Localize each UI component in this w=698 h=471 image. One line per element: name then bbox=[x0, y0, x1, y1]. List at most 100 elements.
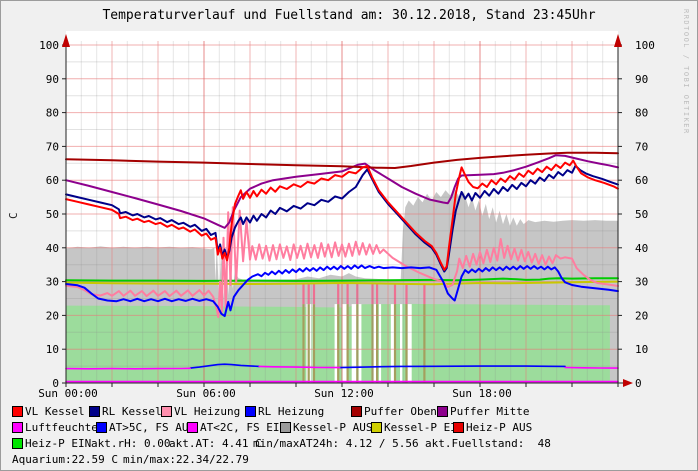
legend-label-kessel-p-ein: Kessel-P EIN bbox=[384, 421, 464, 434]
legend-label-rl-heizung: RL Heizung bbox=[258, 405, 325, 418]
legend-swatch-vl-heizung bbox=[161, 406, 172, 417]
legend-label-rl-kessel: RL Kessel bbox=[102, 405, 162, 418]
series-vl_heizung bbox=[65, 206, 619, 319]
area-gap bbox=[407, 304, 412, 383]
bar-heiz_p_aus bbox=[371, 283, 374, 305]
legend-swatch-puffer-oben bbox=[351, 406, 362, 417]
legend-swatch-heiz-p-aus bbox=[453, 422, 464, 433]
axis-labels: 0 0 10 10 20 20 30 30 40 40 50 50 60 60 70 70 80 80 90 90 10… bbox=[38, 39, 655, 400]
legend-label-akt-at-4-41-c: akt.AT: 4.41 C bbox=[169, 437, 262, 450]
legend-label-akt-rh-0-00: akt.rH: 0.00 bbox=[91, 437, 171, 450]
series-vl_kessel bbox=[65, 159, 619, 271]
bar-heiz_p_aus bbox=[337, 283, 340, 305]
legend-label-puffer-oben: Puffer Oben bbox=[364, 405, 437, 418]
x-tick-label: Sun 06:00 bbox=[176, 387, 236, 400]
legend-swatch-kessel-p-ein bbox=[371, 422, 382, 433]
legend-label-aquarium-22-59-c: Aquarium:22.59 C bbox=[12, 453, 118, 466]
legend-label-at-2c-fs-ein: AT<2C, FS EIN bbox=[200, 421, 287, 434]
y-tick-label-right: 30 bbox=[635, 276, 648, 289]
area-gap bbox=[400, 304, 403, 383]
y-tick-label-left: 0 bbox=[52, 377, 59, 390]
y-tick-label-right: 0 bbox=[635, 377, 642, 390]
area-gap bbox=[342, 304, 347, 383]
bar-heiz_p_aus bbox=[312, 283, 316, 305]
legend-swatch-heiz-p-ein bbox=[12, 438, 23, 449]
legend-swatch-at-5c-fs-aus bbox=[96, 422, 107, 433]
legend-label-luftfeuchte: Luftfeuchte bbox=[25, 421, 98, 434]
y-tick-label-right: 100 bbox=[635, 39, 655, 52]
bar-heiz_p_aus bbox=[307, 304, 310, 383]
y-tick-label-right: 20 bbox=[635, 309, 648, 322]
area-gap bbox=[390, 304, 395, 383]
y-tick-label-left: 10 bbox=[46, 343, 59, 356]
bar-heiz_p_aus bbox=[423, 304, 426, 383]
y-tick-label-right: 80 bbox=[635, 107, 648, 120]
y-tick-label-right: 40 bbox=[635, 242, 648, 255]
legend-swatch-at-2c-fs-ein bbox=[187, 422, 198, 433]
series-at_blue_fs_aus bbox=[338, 365, 566, 369]
x-tick-label: Sun 00:00 bbox=[38, 387, 98, 400]
legend-label-vl-kessel: VL Kessel bbox=[25, 405, 85, 418]
legend-label-akt-fuellstand-48: akt.Fuellstand: 48 bbox=[425, 437, 551, 450]
axis-arrows bbox=[62, 34, 633, 387]
series-rl_heizung bbox=[65, 264, 619, 318]
y-tick-label-left: 80 bbox=[46, 107, 59, 120]
area-gap bbox=[334, 304, 338, 383]
y-tick-label-left: 100 bbox=[39, 39, 59, 52]
bar-heiz_p_aus bbox=[346, 283, 349, 305]
area-gap bbox=[351, 304, 358, 383]
series-at_magenta_fs_ein bbox=[564, 366, 619, 369]
area-gap bbox=[358, 304, 362, 383]
bar-heiz_p_aus bbox=[376, 304, 379, 383]
area-gap bbox=[372, 304, 378, 383]
y-tick-label-left: 60 bbox=[46, 174, 59, 187]
legend-label-min-maxat24h-4-12-5-56: min/maxAT24h: 4.12 / 5.56 bbox=[253, 437, 419, 450]
series-heiz_p_ein_line bbox=[65, 277, 619, 282]
series-kessel_p_ein_line bbox=[65, 280, 619, 286]
grid bbox=[66, 41, 618, 383]
legend-label-kessel-p-aus: Kessel-P AUS bbox=[293, 421, 373, 434]
y-tick-label-right: 70 bbox=[635, 140, 648, 153]
bar-heiz_p_aus bbox=[376, 283, 379, 305]
bar-heiz_p_aus bbox=[371, 304, 374, 383]
x-tick-label: Sun 18:00 bbox=[452, 387, 512, 400]
y-tick-label-right: 90 bbox=[635, 73, 648, 86]
series-at_magenta_fs_ein bbox=[258, 365, 341, 369]
bar-heiz_p_aus bbox=[337, 304, 340, 383]
series-lines bbox=[65, 151, 619, 383]
series-at_blue_fs_aus bbox=[189, 363, 261, 369]
y-tick-label-left: 70 bbox=[46, 140, 59, 153]
legend-label-min-max-22-34-22-79: min/max:22.34/22.79 bbox=[123, 453, 249, 466]
bar-heiz_p_aus bbox=[312, 304, 316, 383]
bar-heiz_p_aus bbox=[423, 283, 426, 305]
legend-swatch-vl-kessel bbox=[12, 406, 23, 417]
bar-heiz_p_aus bbox=[393, 283, 397, 305]
series-rl_kessel bbox=[65, 164, 619, 273]
y-tick-label-right: 50 bbox=[635, 208, 648, 221]
legend-label-at-5c-fs-aus: AT>5C, FS AUS bbox=[109, 421, 196, 434]
series-at_magenta_fs_ein bbox=[65, 367, 191, 370]
legend-swatch-luftfeuchte bbox=[12, 422, 23, 433]
legend-label-puffer-mitte: Puffer Mitte bbox=[450, 405, 530, 418]
y-tick-label-left: 50 bbox=[46, 208, 59, 221]
y-tick-label-left: 90 bbox=[46, 73, 59, 86]
legend-swatch-rl-kessel bbox=[89, 406, 100, 417]
series-puffer_oben bbox=[65, 151, 619, 169]
bar-heiz_p_aus bbox=[302, 283, 305, 305]
legend-label-heiz-p-aus: Heiz-P AUS bbox=[466, 421, 533, 434]
y-tick-label-right: 10 bbox=[635, 343, 648, 356]
bar-heiz_p_aus bbox=[393, 304, 397, 383]
axes bbox=[62, 41, 625, 387]
bar-heiz_p_aus bbox=[356, 304, 359, 383]
bar-heiz_p_aus bbox=[405, 283, 408, 305]
bar-heiz_p_aus bbox=[356, 283, 359, 305]
bar-heiz_p_aus bbox=[302, 304, 305, 383]
bar-heiz_p_aus bbox=[405, 304, 408, 383]
series-puffer_mitte bbox=[65, 154, 619, 229]
y-tick-label-right: 60 bbox=[635, 174, 648, 187]
y-tick-label-left: 30 bbox=[46, 276, 59, 289]
legend-swatch-kessel-p-aus bbox=[280, 422, 291, 433]
legend-swatch-puffer-mitte bbox=[437, 406, 448, 417]
y-tick-label-left: 20 bbox=[46, 309, 59, 322]
